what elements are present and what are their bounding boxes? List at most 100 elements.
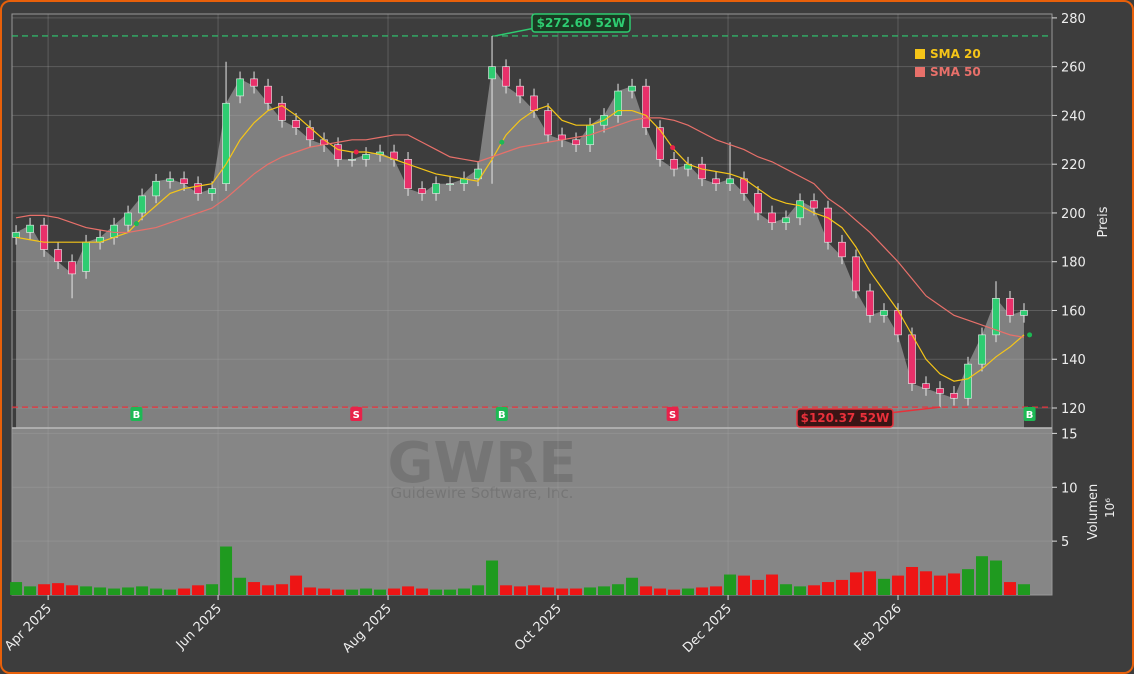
- y-tick-label: 15: [1061, 427, 1078, 442]
- candle-body: [922, 383, 930, 389]
- legend-label: SMA 50: [930, 65, 981, 79]
- candle-body: [530, 95, 538, 111]
- candle-body: [628, 85, 636, 92]
- volume-bar: [486, 560, 499, 595]
- legend-label: SMA 20: [930, 47, 981, 61]
- y-tick-label: 5: [1061, 535, 1069, 550]
- signal-dot: [670, 145, 676, 151]
- candle-body: [82, 241, 90, 272]
- volume-bar: [332, 589, 345, 595]
- sma-line: [15, 104, 1025, 382]
- volume-bar: [122, 587, 135, 595]
- candle-body: [992, 297, 1000, 336]
- candle-body: [166, 178, 174, 182]
- signal-label: S: [669, 410, 676, 421]
- signal-marker: [1023, 407, 1036, 421]
- volume-bar: [52, 583, 65, 595]
- volume-bar: [696, 587, 709, 595]
- price-area: [16, 66, 1025, 429]
- candle-body: [852, 256, 860, 292]
- volume-bar: [444, 589, 457, 595]
- y-axis-label: Preis: [1096, 206, 1111, 237]
- candle-body: [418, 188, 426, 194]
- volume-bar: [542, 587, 555, 595]
- signal-marker: [350, 407, 363, 421]
- volume-bar: [500, 585, 513, 595]
- volume-bar: [584, 587, 597, 595]
- candle-body: [964, 363, 972, 399]
- candle-body: [334, 144, 342, 160]
- volume-bar: [570, 588, 583, 595]
- candle-body: [432, 183, 440, 194]
- volume-bar: [514, 586, 527, 595]
- candle-body: [908, 334, 916, 384]
- candle-body: [642, 85, 650, 128]
- volume-bar: [416, 588, 429, 595]
- candle-body: [768, 212, 776, 224]
- y-tick-label: 160: [1061, 304, 1086, 319]
- volume-bar: [206, 584, 219, 595]
- candle-body: [1006, 297, 1014, 316]
- volume-bar: [150, 588, 163, 595]
- volume-bar: [164, 589, 177, 595]
- candle-body: [838, 241, 846, 258]
- y-tick-label: 280: [1061, 12, 1086, 27]
- candle-body: [292, 120, 300, 128]
- volume-bar: [710, 586, 723, 595]
- candle-body: [866, 290, 874, 316]
- volume-bar: [836, 579, 849, 595]
- candle-body: [208, 188, 216, 194]
- volume-bar: [430, 589, 443, 595]
- volume-bar: [780, 584, 793, 595]
- volume-bar: [598, 586, 611, 595]
- volume-bar: [80, 586, 93, 595]
- volume-bar: [808, 585, 821, 595]
- volume-bar: [346, 589, 359, 595]
- volume-bar: [402, 586, 415, 595]
- candle-body: [488, 66, 496, 80]
- volume-bar: [290, 575, 303, 595]
- candle-body: [726, 178, 734, 184]
- y-tick-label: 120: [1061, 402, 1086, 417]
- volume-panel: [12, 428, 1052, 595]
- volume-bar: [822, 582, 835, 595]
- candle-body: [474, 168, 482, 180]
- volume-bar: [10, 582, 23, 595]
- candle-body: [796, 200, 804, 219]
- candle-body: [754, 193, 762, 214]
- candle-body: [516, 85, 524, 97]
- volume-bar: [192, 585, 205, 595]
- volume-bar: [654, 588, 667, 595]
- volume-bar: [906, 566, 919, 595]
- candle-body: [124, 212, 132, 226]
- volume-bar: [304, 587, 317, 595]
- volume-bar: [794, 586, 807, 595]
- volume-bar: [318, 588, 331, 595]
- watermark-ticker: GWRE: [387, 431, 576, 496]
- candle-body: [782, 217, 790, 224]
- signal-label: B: [498, 410, 506, 421]
- volume-bar: [458, 588, 471, 595]
- volume-bar: [248, 582, 261, 595]
- signal-marker: [495, 407, 508, 421]
- volume-bar: [626, 577, 639, 595]
- signal-label: B: [133, 410, 141, 421]
- candle-body: [54, 249, 62, 263]
- candle-body: [180, 178, 188, 184]
- volume-bar: [640, 586, 653, 595]
- volume-bar: [892, 575, 905, 595]
- volume-bar: [1004, 582, 1017, 595]
- volume-bar: [724, 574, 737, 595]
- y-tick-label: 260: [1061, 61, 1086, 76]
- y-tick-label: 220: [1061, 158, 1086, 173]
- candle-body: [572, 139, 580, 145]
- volume-bar: [528, 585, 541, 595]
- volume-bar: [976, 556, 989, 595]
- annotation-box: [796, 408, 894, 428]
- volume-bar: [990, 560, 1003, 595]
- volume-bar: [850, 572, 863, 595]
- volume-bar: [472, 585, 485, 595]
- signal-dot: [133, 221, 139, 227]
